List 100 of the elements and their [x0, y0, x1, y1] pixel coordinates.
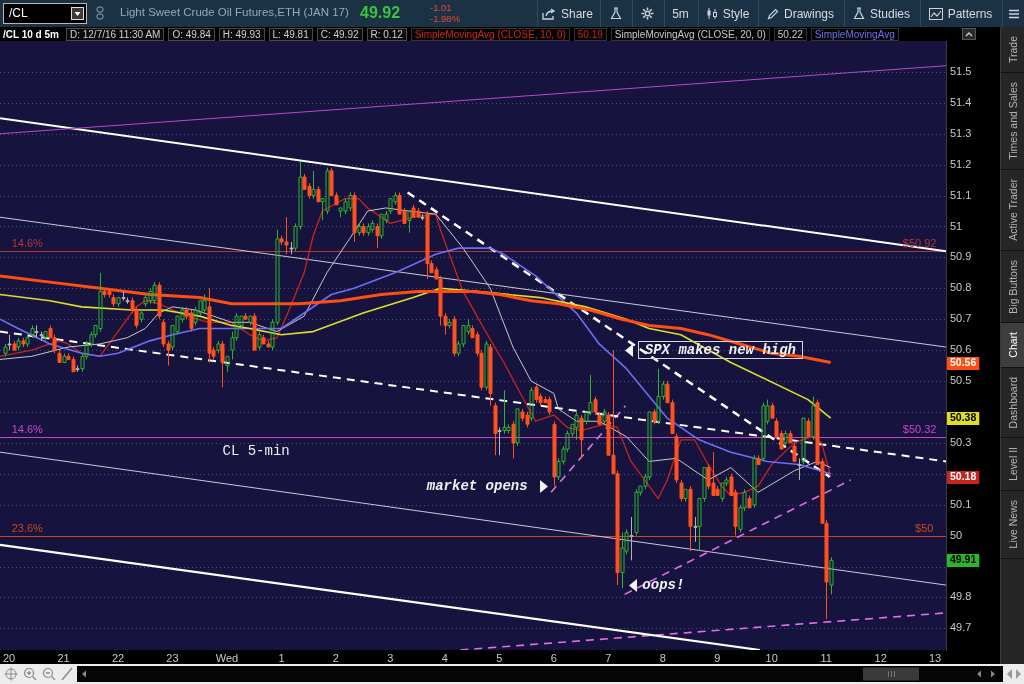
candlestick [202, 293, 207, 314]
candlestick [452, 315, 457, 357]
candlestick [502, 389, 507, 435]
text: 5m [672, 6, 689, 21]
candlestick [801, 417, 806, 466]
text: Dashboard [1006, 377, 1019, 429]
candlestick [248, 315, 253, 326]
candlestick [547, 396, 552, 416]
candlestick [375, 222, 380, 249]
candlestick [652, 408, 657, 425]
chart-title: Light Sweet Crude Oil Futures,ETH (JAN 17) [120, 6, 349, 18]
text: 50.22 [773, 27, 807, 41]
candlestick [361, 222, 366, 237]
candlestick [311, 170, 316, 200]
text: 50.56 [950, 356, 977, 369]
y-tick-label: 50.3 [950, 435, 972, 448]
text: Active Trader [1006, 178, 1019, 241]
candlestick [370, 219, 375, 234]
candlestick [484, 340, 489, 391]
candlestick [289, 241, 294, 255]
candlestick [352, 191, 357, 243]
candlestick [797, 457, 802, 481]
candlestick [157, 281, 162, 320]
y-tick-label: 49.8 [950, 590, 972, 603]
text: Trade [1006, 36, 1019, 64]
x-tick-label: Wed [215, 651, 239, 664]
candlestick [497, 426, 502, 456]
candlestick [257, 331, 262, 351]
x-tick-label: 11 [820, 651, 832, 664]
candlestick [57, 349, 62, 363]
x-tick-label: 20 [2, 651, 16, 664]
candlestick [488, 343, 493, 407]
candlestick [579, 414, 584, 459]
candlestick [30, 324, 35, 339]
candlestick [574, 411, 579, 441]
text: Patterns [947, 6, 993, 21]
text: Times and Sales [1006, 82, 1019, 160]
candlestick [683, 488, 688, 503]
candlestick [39, 331, 44, 342]
candlestick [693, 516, 698, 543]
text: H: 49.93 [218, 27, 265, 41]
text: 50.38 [950, 411, 977, 424]
text: SimpleMovingAvg (CLOSE, 20, 0) [610, 27, 770, 41]
candlestick [407, 210, 412, 234]
x-tick-label: 9 [714, 651, 721, 664]
x-tick-label: 6 [550, 651, 557, 664]
candlestick [634, 488, 639, 537]
x-tick-label: 21 [57, 651, 70, 664]
candlestick [806, 417, 811, 438]
text: Share [560, 6, 594, 21]
text: Style [722, 6, 750, 21]
text: R: 0.12 [366, 27, 407, 41]
candlestick [688, 485, 693, 552]
y-tick-label: 51.4 [950, 95, 972, 108]
y-tick-label: 51.2 [950, 157, 972, 170]
text: Level II [1006, 447, 1019, 482]
candlestick [811, 396, 816, 441]
candlestick [34, 324, 39, 339]
candlestick [3, 343, 8, 357]
candlestick [139, 309, 144, 323]
candlestick [243, 312, 248, 320]
candlestick [43, 331, 48, 342]
text: /CL [9, 6, 28, 20]
x-tick-label: 22 [111, 651, 125, 664]
text: D: 12/7/16 11:30 AM [65, 27, 165, 41]
text: Chart [1006, 332, 1019, 359]
x-tick-label: 3 [387, 651, 394, 664]
candlestick [756, 454, 761, 466]
candlestick [25, 334, 30, 348]
text: -1.01 [430, 2, 452, 13]
x-tick-label: 12 [874, 651, 887, 664]
text: Studies [869, 6, 911, 21]
candlestick [552, 420, 557, 487]
y-tick-label: 50 [950, 528, 963, 541]
candlestick [656, 368, 661, 425]
candlestick [357, 222, 362, 237]
candlestick [152, 281, 157, 305]
candlestick [261, 334, 266, 345]
annotation: 23.6% [11, 521, 44, 534]
text: SimpleMovingAvg (CLOSE, 10, 0) [410, 27, 570, 41]
candlestick [75, 365, 80, 373]
annotation: 14.6% [11, 422, 44, 435]
candlestick [629, 516, 634, 561]
candlestick [602, 408, 607, 425]
y-tick-label: 50.7 [950, 312, 972, 325]
x-tick-label: 13 [928, 651, 942, 664]
text: Big Buttons [1006, 259, 1019, 314]
y-tick-label: 51 [950, 219, 963, 232]
annotation: $50.32 [902, 422, 937, 435]
text: L: 49.81 [268, 27, 313, 41]
y-tick-label: 50.5 [950, 374, 972, 387]
annotation: $50.92 [902, 237, 937, 250]
y-tick-label: 50.6 [950, 343, 972, 356]
x-tick-label: 10 [765, 651, 778, 664]
x-tick-label: 8 [659, 651, 666, 664]
candlestick [12, 340, 17, 351]
text: 49.91 [950, 553, 977, 566]
candlestick [493, 402, 498, 456]
candlestick [116, 297, 121, 308]
candlestick [515, 408, 520, 447]
